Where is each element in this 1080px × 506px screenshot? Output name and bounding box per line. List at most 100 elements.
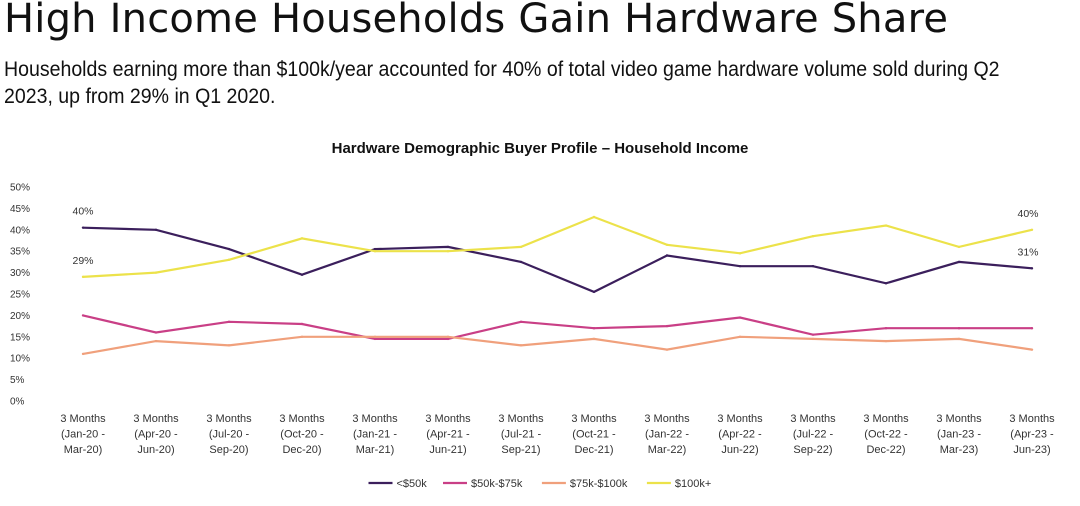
x-axis: 3 Months (Jan-20 -Mar-20) 3 Months (Apr-20 … (60, 413, 1055, 456)
y-tick-label: 30% (10, 268, 30, 279)
data-point-75k-100k (957, 337, 961, 341)
data-point-50k (884, 282, 888, 285)
data-point-100k (81, 275, 85, 279)
data-point-50k (446, 245, 450, 249)
y-tick-label: 15% (10, 332, 30, 343)
legend-item-50k[interactable]: <$50k (368, 478, 428, 490)
x-tick-label: 3 Months (Oct-20 -Dec-20) (279, 413, 325, 456)
data-point-100k (811, 235, 815, 238)
data-label: 31% (1017, 246, 1038, 258)
x-tick-label: 3 Months (Apr-23 -Jun-23) (1009, 413, 1055, 456)
data-point-50k (300, 273, 304, 276)
data-point-75k-100k (227, 344, 231, 347)
data-point-50k-75k (1030, 327, 1034, 330)
data-point-75k-100k (592, 337, 596, 341)
x-tick-label: 3 Months (Jan-20 -Mar-20) (60, 413, 106, 456)
x-tick-label: 3 Months (Jul-22 -Sep-22) (790, 413, 836, 456)
data-point-75k-100k (154, 339, 158, 343)
data-point-50k (81, 226, 85, 229)
data-point-50k-75k (154, 331, 158, 334)
data-point-50k-75k (227, 320, 231, 324)
data-point-50k (154, 228, 158, 231)
y-tick-label: 25% (10, 290, 30, 301)
data-point-100k (1030, 228, 1034, 231)
x-tick-label: 3 Months (Jan-22 -Mar-22) (644, 413, 690, 456)
data-point-100k (738, 252, 742, 255)
series-line-50k-75k (82, 314, 1032, 340)
legend-item-75k-100k[interactable]: $75k-$100k (541, 478, 628, 490)
x-tick-label: 3 Months (Jul-20 -Sep-20) (206, 413, 252, 456)
y-tick-label: 35% (10, 247, 30, 258)
data-point-50k (738, 264, 742, 268)
x-tick-label: 3 Months (Apr-20 -Jun-20) (133, 413, 179, 456)
data-point-100k (227, 258, 231, 261)
data-point-50k-75k (957, 327, 961, 330)
data-point-50k-75k (738, 316, 742, 319)
data-point-75k-100k (373, 335, 377, 338)
data-point-100k (373, 250, 377, 253)
legend[interactable]: <$50k $50k-$75k $75k-$100k $100k+ (368, 478, 712, 490)
series-lines (81, 215, 1034, 356)
y-tick-label: 40% (10, 225, 30, 236)
series-line-75k-100k (82, 335, 1033, 355)
data-point-50k-75k (300, 322, 304, 326)
x-tick-label: 3 Months (Apr-22 -Jun-22) (717, 413, 763, 456)
data-label: 29% (72, 255, 93, 267)
data-point-50k (519, 260, 523, 264)
y-tick-label: 0% (10, 397, 25, 408)
data-point-50k (373, 247, 377, 251)
data-point-75k-100k (884, 339, 888, 343)
data-point-100k (154, 271, 158, 274)
data-point-75k-100k (738, 335, 742, 338)
data-point-50k-75k (446, 337, 450, 341)
page-headline: High Income Households Gain Hardware Sha… (4, 0, 949, 42)
x-tick-label: 3 Months (Apr-21 -Jun-21) (425, 413, 471, 456)
data-point-50k-75k (665, 324, 669, 328)
data-label: 40% (72, 206, 93, 218)
y-axis: 0% 5% 10% 15% 20% 25% 30% 35% 40% 45% 50% (10, 183, 30, 408)
x-tick-label: 3 Months (Jul-21 -Sep-21) (498, 413, 544, 456)
y-tick-label: 5% (10, 375, 25, 386)
x-tick-label: 3 Months (Jan-21 -Mar-21) (352, 413, 398, 456)
x-tick-label: 3 Months (Oct-22 -Dec-22) (863, 413, 909, 456)
data-point-100k (300, 237, 304, 240)
data-point-50k-75k (81, 314, 85, 317)
legend-label: $75k-$100k (570, 478, 628, 490)
data-point-50k (227, 247, 231, 251)
y-tick-label: 50% (10, 183, 30, 194)
y-tick-label: 20% (10, 311, 30, 322)
data-point-100k (665, 243, 669, 246)
chart-title: Hardware Demographic Buyer Profile – Hou… (332, 140, 749, 157)
data-point-75k-100k (1030, 348, 1034, 351)
data-point-100k (592, 215, 596, 219)
data-point-75k-100k (81, 352, 85, 356)
data-point-100k (519, 245, 523, 249)
legend-item-50k-75k[interactable]: $50k-$75k (443, 478, 523, 490)
data-point-75k-100k (665, 348, 669, 351)
y-tick-label: 10% (10, 354, 30, 365)
series-line-50k (82, 226, 1033, 294)
data-point-50k-75k (373, 337, 377, 341)
legend-label: $50k-$75k (471, 478, 523, 490)
series-line-100k (82, 215, 1033, 278)
data-point-100k (957, 245, 961, 249)
data-point-50k-75k (519, 320, 523, 324)
data-point-100k (446, 250, 450, 253)
data-point-50k (1030, 267, 1034, 270)
data-point-75k-100k (811, 337, 815, 341)
data-point-50k (957, 260, 961, 264)
data-point-75k-100k (519, 344, 523, 347)
legend-item-100k[interactable]: $100k+ (646, 478, 711, 490)
data-label: 40% (1017, 208, 1038, 220)
legend-label: $100k+ (675, 478, 711, 490)
data-point-75k-100k (446, 335, 450, 338)
x-tick-label: 3 Months (Oct-21 -Dec-21) (571, 413, 617, 456)
x-tick-label: 3 Months (Jan-23 -Mar-23) (936, 413, 982, 456)
data-point-50k (592, 290, 596, 294)
data-point-50k-75k (811, 333, 815, 336)
data-point-100k (884, 224, 888, 227)
line-chart: Hardware Demographic Buyer Profile – Hou… (10, 140, 1055, 490)
data-labels: 40% 29% 40% 31% (72, 206, 1038, 267)
data-point-50k-75k (592, 327, 596, 330)
data-point-50k (665, 254, 669, 257)
